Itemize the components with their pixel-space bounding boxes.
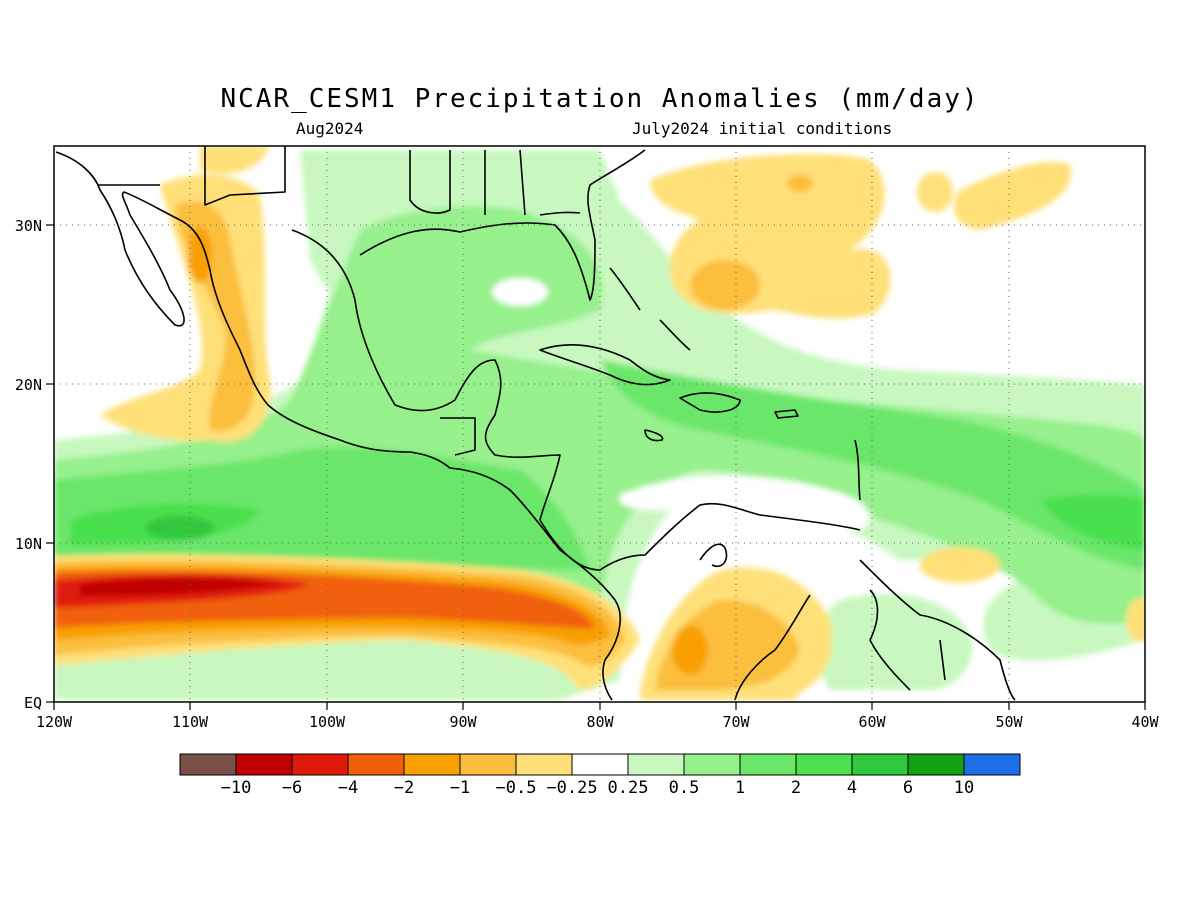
lon-label: 70W — [722, 713, 750, 731]
colorbar-label: 10 — [954, 778, 974, 798]
lon-label: 50W — [995, 713, 1023, 731]
anomaly-field — [54, 146, 1145, 701]
colorbar-swatch — [179, 753, 237, 776]
pacific-coastline — [55, 151, 621, 701]
lat-label: EQ — [24, 694, 42, 712]
anomaly-region-yellow — [920, 547, 1000, 583]
coastlines — [55, 146, 1016, 701]
colorbar-label: 6 — [903, 778, 913, 798]
guianas-coastline — [859, 559, 1016, 701]
lon-label: 120W — [36, 713, 73, 731]
anomaly-region-red-dark — [80, 577, 280, 596]
gulf-caribbean-coastline — [291, 229, 861, 571]
lon-label: 60W — [858, 713, 886, 731]
anomaly-region-green-6 — [145, 516, 215, 540]
lon-label: 110W — [172, 713, 209, 731]
colorbar-label: −1 — [450, 778, 470, 798]
colorbar-swatch — [291, 753, 349, 776]
colorbar-labels: −10 −6 −4 −2 −1 −0.5 −0.25 0.25 0.5 1 2 … — [221, 778, 975, 798]
lon-label: 80W — [586, 713, 614, 731]
jamaica — [644, 429, 664, 442]
anomaly-region-green-light — [816, 594, 973, 690]
colorbar-swatch — [459, 753, 517, 776]
colorbar-label: −4 — [338, 778, 358, 798]
colorbar-label: 1 — [735, 778, 745, 798]
colorbar-swatch — [795, 753, 853, 776]
anomaly-region-orange — [672, 625, 708, 675]
latitude-labels: EQ 10N 20N 30N — [15, 217, 42, 712]
map-title: NCAR_CESM1 Precipitation Anomalies (mm/d… — [220, 84, 980, 114]
anomaly-region-neutral — [492, 278, 548, 306]
puerto-rico — [774, 409, 799, 419]
anomaly-region-yellow — [200, 146, 270, 174]
forecast-month: Aug2024 — [296, 119, 364, 138]
anomaly-region-yellow — [650, 154, 891, 319]
colorbar-label: 0.25 — [608, 778, 649, 798]
colorbar-swatch — [515, 753, 573, 776]
initial-conditions: July2024 initial conditions — [632, 119, 893, 138]
anomaly-region-orange-light — [787, 174, 813, 192]
colorbar-label: 2 — [791, 778, 801, 798]
anomaly-region-neutral — [619, 475, 870, 530]
colorbar-label: −0.25 — [546, 778, 597, 798]
anomaly-region-green-4 — [1040, 494, 1145, 550]
lon-label: 90W — [449, 713, 477, 731]
colorbar-swatch — [963, 753, 1021, 776]
lat-label: 30N — [15, 217, 42, 235]
anomaly-region-yellow — [954, 161, 1072, 230]
colorbar-swatch — [851, 753, 909, 776]
lat-label: 20N — [15, 376, 42, 394]
colorbar-label: −2 — [394, 778, 414, 798]
political-borders — [98, 146, 946, 691]
colorbar-label: −10 — [221, 778, 252, 798]
colorbar-label: −0.5 — [496, 778, 537, 798]
colorbar-label: 0.5 — [669, 778, 700, 798]
anomaly-region-yellow — [917, 172, 953, 212]
gulf-north-coastline — [359, 149, 646, 301]
longitude-labels: 120W 110W 100W 90W 80W 70W 60W 50W 40W — [36, 713, 1160, 731]
colorbar-label: 4 — [847, 778, 857, 798]
hispaniola — [679, 392, 741, 413]
venezuela-colombia-borders — [699, 543, 811, 701]
colorbar-swatch — [907, 753, 965, 776]
colorbar-swatch — [403, 753, 461, 776]
colorbar-swatch — [347, 753, 405, 776]
axis-ticks — [46, 224, 1146, 710]
colorbar-swatch — [739, 753, 797, 776]
island-chains — [609, 267, 861, 501]
lon-label: 100W — [309, 713, 346, 731]
cuba — [539, 344, 671, 386]
lon-label: 40W — [1131, 713, 1159, 731]
anomaly-region-yellow — [1126, 598, 1145, 642]
colorbar-swatch — [571, 753, 629, 776]
colorbar-swatch — [683, 753, 741, 776]
colorbar-swatch — [627, 753, 685, 776]
anomaly-region-orange-light — [690, 260, 760, 310]
colorbar-swatch — [235, 753, 293, 776]
lat-label: 10N — [15, 535, 42, 553]
colorbar-label: −6 — [282, 778, 302, 798]
anomaly-region-orange — [188, 227, 212, 283]
colorbar — [179, 753, 1021, 776]
anomaly-region-yellow — [725, 680, 800, 700]
